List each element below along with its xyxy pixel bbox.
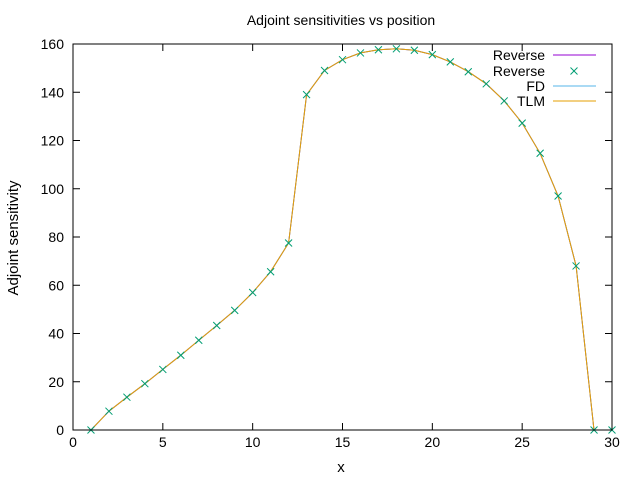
data-point-stroke xyxy=(105,407,113,416)
data-point-stroke xyxy=(302,90,311,99)
data-point-stroke xyxy=(320,66,329,75)
legend-label: Reverse xyxy=(493,47,545,63)
data-point-stroke xyxy=(176,351,185,360)
legend-label: TLM xyxy=(517,93,545,109)
y-tick-label: 20 xyxy=(48,374,64,390)
y-tick-label: 160 xyxy=(41,36,65,52)
y-tick-label: 100 xyxy=(41,181,65,197)
chart-title: Adjoint sensitivities vs position xyxy=(247,12,435,28)
legend-label: FD xyxy=(526,78,545,94)
data-point xyxy=(105,407,113,416)
x-axis-label: x xyxy=(337,459,345,476)
ticks: 0 5 10 15 20 25 30 0 20 40 60 80 100 120 140 160 xyxy=(41,36,620,450)
data-point-stroke xyxy=(554,192,562,200)
data-point xyxy=(374,45,383,54)
data-point xyxy=(266,267,275,276)
data-point-stroke xyxy=(446,57,455,66)
data-point xyxy=(482,79,491,88)
legend-label: Reverse xyxy=(493,63,545,79)
data-point xyxy=(500,97,509,105)
data-point xyxy=(248,288,257,297)
data-point xyxy=(320,66,329,75)
data-point xyxy=(141,379,149,388)
y-tick-label: 60 xyxy=(48,277,64,293)
data-point-stroke xyxy=(518,119,527,127)
data-point xyxy=(536,149,544,158)
data-point xyxy=(212,321,221,330)
data-point xyxy=(392,44,401,53)
x-tick-label: 5 xyxy=(159,434,167,450)
data-point xyxy=(356,49,365,57)
x-tick-label: 25 xyxy=(514,434,530,450)
data-point-stroke xyxy=(123,393,131,402)
data-point xyxy=(338,55,347,64)
data-point xyxy=(158,365,167,374)
plot-frame xyxy=(72,43,613,431)
legend-swatch-stroke xyxy=(570,67,578,75)
data-point-stroke xyxy=(410,46,419,55)
data-point xyxy=(464,67,473,76)
plot-series xyxy=(87,44,616,434)
data-point-stroke xyxy=(392,44,401,53)
data-point-stroke xyxy=(356,49,365,57)
data-point xyxy=(518,119,527,127)
y-tick-label: 80 xyxy=(48,229,64,245)
y-tick-label: 40 xyxy=(48,326,64,342)
data-point-stroke xyxy=(482,79,491,88)
data-point-stroke xyxy=(248,288,257,297)
y-tick-label: 120 xyxy=(41,133,65,149)
x-tick-label: 0 xyxy=(69,434,77,450)
y-axis-label: Adjoint sensitivity xyxy=(5,180,22,296)
data-point xyxy=(123,393,131,402)
y-tick-label: 140 xyxy=(41,84,65,100)
data-point-stroke xyxy=(374,45,383,54)
data-point-stroke xyxy=(141,379,149,388)
data-point xyxy=(428,50,437,59)
data-point-stroke xyxy=(266,267,275,276)
data-point xyxy=(554,192,562,200)
data-point-stroke xyxy=(500,97,509,105)
y-tick-label: 0 xyxy=(56,422,64,438)
data-point-stroke xyxy=(194,336,203,345)
data-point xyxy=(572,262,580,270)
data-point xyxy=(446,57,455,66)
data-point-stroke xyxy=(230,306,239,315)
data-point xyxy=(302,90,311,99)
x-tick-label: 30 xyxy=(604,434,620,450)
data-point-stroke xyxy=(284,239,293,247)
data-point-stroke xyxy=(464,67,473,76)
data-point xyxy=(176,351,185,360)
x-tick-label: 15 xyxy=(335,434,351,450)
data-point-stroke xyxy=(338,55,347,64)
data-point xyxy=(230,306,239,315)
x-tick-label: 20 xyxy=(425,434,441,450)
x-tick-label: 10 xyxy=(245,434,261,450)
data-point-stroke xyxy=(536,149,544,158)
data-point-stroke xyxy=(158,365,167,374)
data-point-stroke xyxy=(572,262,580,270)
data-point xyxy=(410,46,419,55)
data-point xyxy=(194,336,203,345)
legend-swatch xyxy=(570,67,578,75)
data-point xyxy=(284,239,293,247)
data-point-stroke xyxy=(212,321,221,330)
data-point-stroke xyxy=(428,50,437,59)
